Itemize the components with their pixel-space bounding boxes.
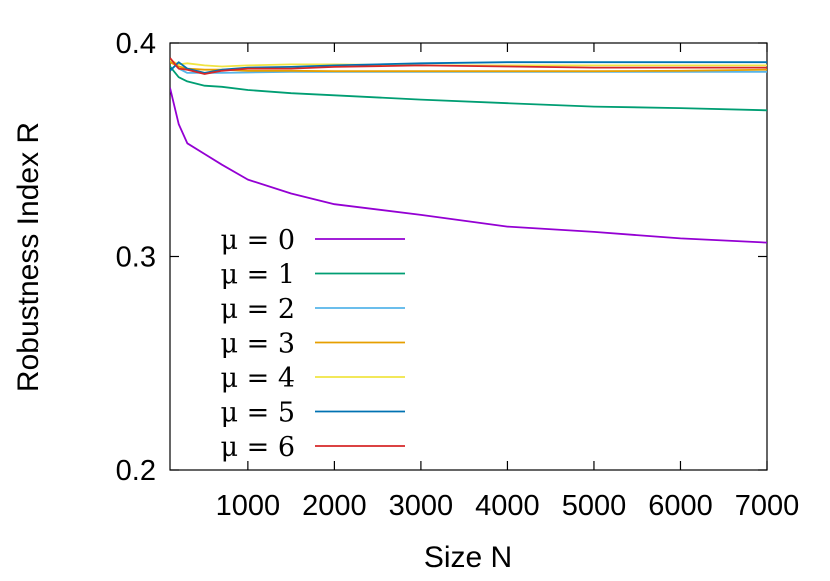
x-tick-labels: 1000 2000 3000 4000 5000 6000 7000 [216,490,800,522]
series-lines [170,57,767,244]
x-tick-label: 3000 [389,490,454,522]
x-tick-label: 7000 [735,490,800,522]
legend-label: μ = 2 [220,294,295,325]
legend-label: μ = 5 [220,398,295,429]
y-tick-labels: 0.2 0.3 0.4 [116,28,156,487]
x-tick-label: 2000 [302,490,367,522]
y-axis-title: Robustness Index R [12,122,45,392]
series-line-mu-5 [170,61,767,74]
series-line-mu-6 [170,57,767,75]
legend-label: μ = 6 [220,432,295,463]
series-line-mu-0 [170,87,767,244]
x-tick-label: 6000 [648,490,713,522]
y-tick-label: 0.4 [116,28,156,60]
x-tick-label: 5000 [562,490,627,522]
series-line-mu-4 [170,59,767,68]
series-line-mu-1 [170,65,767,112]
x-tick-label: 4000 [475,490,540,522]
tick-marks [170,42,768,471]
x-axis-title: Size N [424,541,512,574]
legend-label: μ = 1 [220,260,295,291]
legend-label: μ = 0 [220,225,295,256]
legend-label: μ = 4 [220,363,295,394]
legend: μ = 0 μ = 1μ = 2 μ = 3μ = 4 μ = 5μ = 6 [220,225,405,463]
y-tick-label: 0.2 [116,455,156,487]
x-tick-label: 1000 [216,490,281,522]
legend-label: μ = 3 [220,329,295,360]
y-tick-label: 0.3 [116,242,156,274]
